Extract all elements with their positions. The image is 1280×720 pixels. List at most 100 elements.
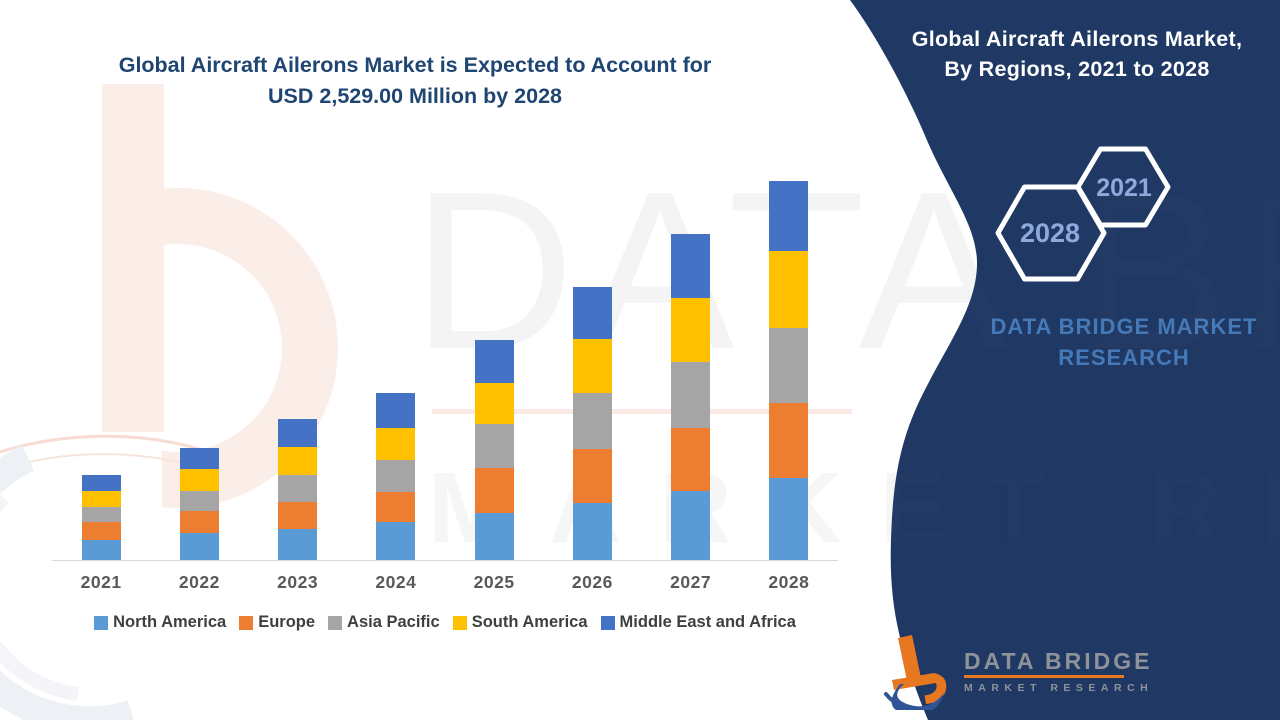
bar-segment-europe-2026 [572,449,612,503]
x-axis-labels: 2021 2022 2023 2024 2025 2026 2027 2028 [52,572,838,593]
company-logo-tagline: MARKET RESEARCH [964,681,1154,694]
stacked-bar-2025 [474,340,514,560]
bar-segment-asia-pacific-2027 [671,362,711,428]
company-logo-icon [884,635,947,710]
chart-title-line2: USD 2,529.00 Million by 2028 [268,84,562,108]
bar-segment-south-america-2022 [179,468,219,492]
bar-segment-north-america-2026 [572,503,612,560]
bar-segment-north-america-2028 [769,477,809,560]
brand-wordmark-line2: RESEARCH [1058,345,1190,370]
chart-title: Global Aircraft Ailerons Market is Expec… [70,50,760,112]
company-logo: DATA BRIDGE MARKET RESEARCH [882,632,1153,710]
bar-segment-middle-east-and-africa-2023 [278,418,318,447]
bar-segment-north-america-2022 [179,533,219,560]
bar-segment-south-america-2025 [474,383,514,425]
company-logo-text: DATA BRIDGE MARKET RESEARCH [964,649,1153,694]
bar-segment-asia-pacific-2022 [179,491,219,511]
x-axis-label-2023: 2023 [277,572,319,592]
bar-column-2022 [150,170,248,560]
bar-chart-plot-area [52,170,838,561]
x-axis-label-2027: 2027 [670,572,712,592]
legend-swatch-south-america [452,615,467,630]
legend-item-north-america: North America [94,613,226,632]
x-axis-label-2025: 2025 [473,572,515,592]
legend-swatch-middle-east-and-africa [600,615,615,630]
legend-swatch-north-america [94,615,109,630]
stacked-bar-2026 [572,287,612,560]
legend-swatch-asia-pacific [328,615,343,630]
bar-segment-asia-pacific-2025 [474,424,514,469]
chart-title-line1: Global Aircraft Ailerons Market is Expec… [118,53,712,77]
bar-segment-europe-2028 [769,402,809,478]
stacked-bar-2027 [671,234,711,560]
bar-segment-asia-pacific-2026 [572,393,612,449]
bar-segment-europe-2023 [278,502,318,529]
bar-segment-europe-2021 [81,522,121,541]
brand-wordmark-line1: DATA BRIDGE MARKET [990,314,1258,339]
bar-segment-south-america-2024 [376,428,416,461]
chart-legend: North America Europe Asia Pacific South Ame… [52,613,838,632]
bar-segment-asia-pacific-2021 [81,507,121,523]
bar-segment-north-america-2021 [81,540,121,560]
bar-column-2026 [543,170,641,560]
stacked-bar-2021 [81,474,121,560]
bar-segment-middle-east-and-africa-2028 [769,180,809,251]
legend-item-middle-east-and-africa: Middle East and Africa [600,613,796,632]
bar-segment-middle-east-and-africa-2025 [474,340,514,384]
bar-segment-middle-east-and-africa-2022 [179,447,219,469]
legend-label-asia-pacific: Asia Pacific [347,613,440,631]
bar-column-2027 [642,170,740,560]
legend-label-south-america: South America [471,613,588,631]
legend-item-asia-pacific: Asia Pacific [328,613,440,632]
bar-segment-middle-east-and-africa-2027 [671,234,711,299]
stacked-bar-2024 [376,393,416,560]
stacked-bar-2028 [769,180,809,560]
x-axis-label-2022: 2022 [178,572,220,592]
bar-segment-north-america-2027 [671,491,711,560]
bar-segment-south-america-2027 [671,298,711,362]
bar-column-2021 [52,170,150,560]
bar-segment-europe-2025 [474,468,514,514]
bar-segment-europe-2027 [671,428,711,491]
bar-segment-south-america-2023 [278,446,318,475]
bar-segment-middle-east-and-africa-2026 [572,287,612,340]
bar-segment-middle-east-and-africa-2024 [376,393,416,429]
bar-segment-asia-pacific-2028 [769,327,809,403]
x-axis-label-2028: 2028 [768,572,810,592]
panel-title-line1: Global Aircraft Ailerons Market, [911,27,1243,51]
company-logo-name: DATA BRIDGE [964,647,1153,674]
legend-item-europe: Europe [239,613,315,632]
x-axis-label-2024: 2024 [375,572,417,592]
x-axis-label-2026: 2026 [571,572,613,592]
panel-title-line2: By Regions, 2021 to 2028 [944,57,1210,81]
bar-column-2028 [740,170,838,560]
bar-column-2025 [445,170,543,560]
side-panel-shape [850,0,1280,720]
bar-segment-south-america-2026 [572,339,612,394]
brand-wordmark: DATA BRIDGE MARKET RESEARCH [952,311,1280,373]
bar-column-2023 [249,170,347,560]
legend-swatch-europe [239,615,254,630]
bar-segment-north-america-2023 [278,529,318,560]
panel-title: Global Aircraft Ailerons Market, By Regi… [884,24,1270,84]
bar-segment-north-america-2025 [474,513,514,560]
swoosh-watermark [0,445,134,720]
legend-label-europe: Europe [258,613,316,631]
bar-column-2024 [347,170,445,560]
bar-segment-europe-2024 [376,492,416,523]
legend-label-middle-east-and-africa: Middle East and Africa [619,613,796,631]
bar-segment-south-america-2021 [81,491,121,508]
stacked-bar-2022 [179,447,219,560]
bar-segment-north-america-2024 [376,522,416,560]
logo-underline [964,674,1124,678]
bar-segment-south-america-2028 [769,250,809,328]
legend-item-south-america: South America [452,613,588,632]
peach-logo-watermark [0,84,852,508]
x-axis-label-2021: 2021 [80,572,122,592]
bar-segment-asia-pacific-2023 [278,475,318,502]
bar-segment-europe-2022 [179,510,219,533]
stacked-bar-2023 [278,418,318,560]
legend-label-north-america: North America [113,613,227,631]
